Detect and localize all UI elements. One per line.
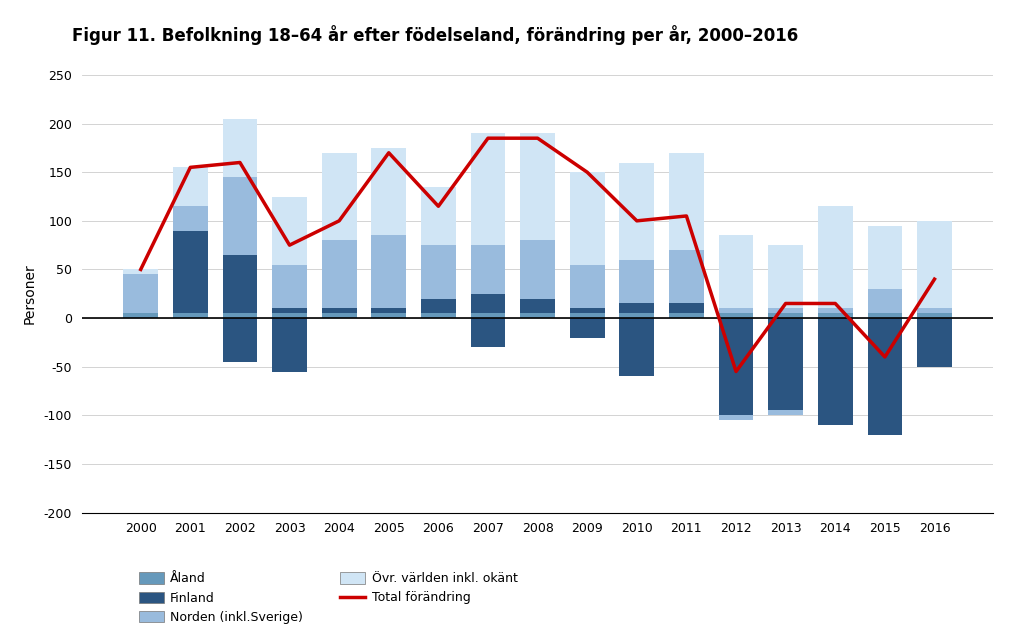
Bar bbox=[520, 240, 555, 299]
Bar bbox=[322, 240, 356, 308]
Legend: Åland, Finland, Norden (inkl.Sverige), Övr. världen inkl. okänt, Total förändrin: Åland, Finland, Norden (inkl.Sverige), Ö… bbox=[134, 568, 522, 625]
Bar bbox=[867, 289, 902, 313]
Bar bbox=[471, 294, 506, 313]
Bar bbox=[272, 318, 307, 371]
Bar bbox=[620, 162, 654, 260]
Bar bbox=[173, 231, 208, 313]
Bar bbox=[818, 206, 853, 308]
Y-axis label: Personer: Personer bbox=[23, 263, 37, 324]
Bar bbox=[620, 318, 654, 376]
Bar bbox=[818, 318, 853, 425]
Bar bbox=[272, 264, 307, 308]
Bar bbox=[222, 119, 257, 177]
Bar bbox=[272, 308, 307, 313]
Bar bbox=[867, 318, 902, 435]
Bar bbox=[123, 313, 158, 318]
Bar bbox=[620, 313, 654, 318]
Bar bbox=[918, 318, 952, 367]
Bar bbox=[768, 313, 803, 318]
Bar bbox=[569, 318, 604, 338]
Bar bbox=[569, 308, 604, 313]
Bar bbox=[719, 308, 754, 313]
Bar bbox=[421, 245, 456, 299]
Bar bbox=[569, 173, 604, 264]
Bar bbox=[222, 318, 257, 362]
Bar bbox=[372, 308, 407, 313]
Bar bbox=[669, 304, 703, 313]
Bar bbox=[719, 313, 754, 318]
Text: Figur 11. Befolkning 18–64 år efter födelseland, förändring per år, 2000–2016: Figur 11. Befolkning 18–64 år efter föde… bbox=[72, 25, 798, 45]
Bar bbox=[768, 318, 803, 411]
Bar bbox=[768, 308, 803, 313]
Bar bbox=[867, 313, 902, 318]
Bar bbox=[173, 313, 208, 318]
Bar bbox=[272, 196, 307, 264]
Bar bbox=[222, 313, 257, 318]
Bar bbox=[818, 313, 853, 318]
Bar bbox=[768, 245, 803, 308]
Bar bbox=[272, 313, 307, 318]
Bar bbox=[471, 245, 506, 294]
Bar bbox=[123, 269, 158, 274]
Bar bbox=[222, 255, 257, 313]
Bar bbox=[173, 168, 208, 206]
Bar bbox=[123, 274, 158, 313]
Bar bbox=[372, 313, 407, 318]
Bar bbox=[719, 415, 754, 420]
Bar bbox=[372, 148, 407, 236]
Bar bbox=[669, 250, 703, 304]
Bar bbox=[620, 304, 654, 313]
Bar bbox=[322, 308, 356, 313]
Bar bbox=[520, 299, 555, 313]
Bar bbox=[471, 318, 506, 348]
Bar bbox=[719, 236, 754, 308]
Bar bbox=[520, 313, 555, 318]
Bar bbox=[421, 313, 456, 318]
Bar bbox=[322, 313, 356, 318]
Bar bbox=[520, 133, 555, 240]
Bar bbox=[471, 133, 506, 245]
Bar bbox=[421, 299, 456, 313]
Bar bbox=[569, 313, 604, 318]
Bar bbox=[918, 308, 952, 313]
Bar bbox=[918, 221, 952, 308]
Bar bbox=[669, 152, 703, 250]
Bar bbox=[719, 318, 754, 415]
Bar bbox=[620, 260, 654, 304]
Bar bbox=[569, 264, 604, 308]
Bar bbox=[768, 411, 803, 415]
Bar bbox=[471, 313, 506, 318]
Bar bbox=[222, 177, 257, 255]
Bar bbox=[918, 313, 952, 318]
Bar bbox=[669, 313, 703, 318]
Bar bbox=[372, 236, 407, 308]
Bar bbox=[867, 226, 902, 289]
Bar bbox=[421, 187, 456, 245]
Bar bbox=[818, 308, 853, 313]
Bar bbox=[173, 206, 208, 231]
Bar bbox=[322, 152, 356, 240]
